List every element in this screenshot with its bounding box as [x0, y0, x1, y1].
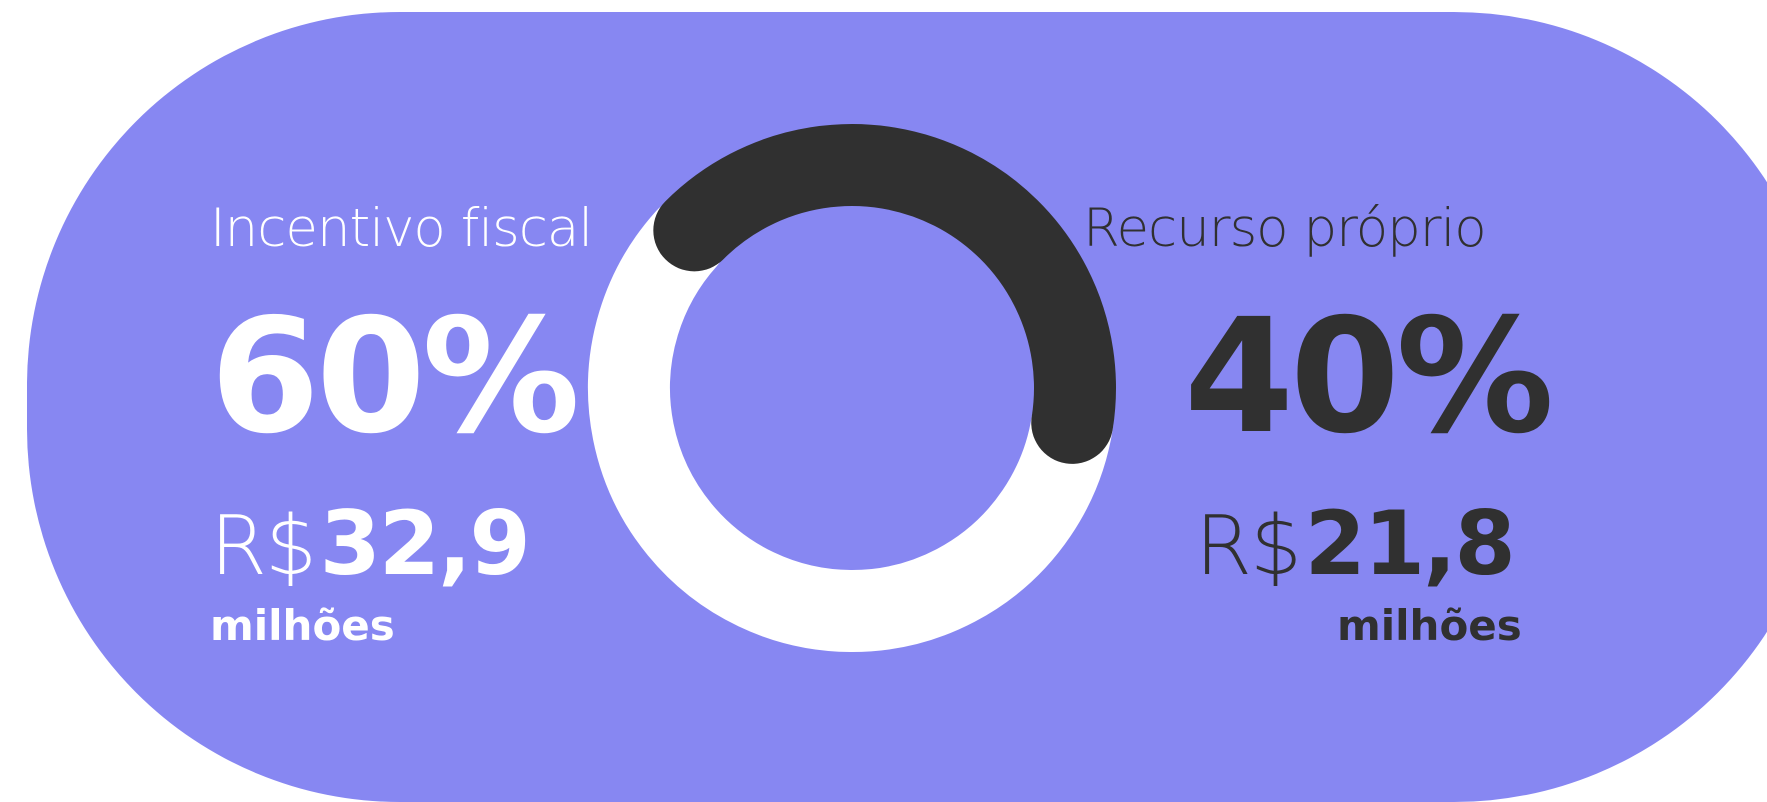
percent-incentivo-fiscal: 60% [210, 285, 580, 469]
currency-symbol: R$ [210, 499, 317, 594]
label-recurso-proprio: Recurso próprio [1083, 198, 1487, 259]
unit-recurso-proprio: milhões [1337, 601, 1522, 650]
currency-symbol: R$ [1195, 499, 1302, 594]
donut-slice-incentivo-fiscal [588, 197, 1114, 652]
unit-incentivo-fiscal: milhões [210, 601, 395, 650]
amount-incentivo-fiscal: R$ 32,9 [210, 500, 531, 588]
donut-slice-recurso-proprio [653, 124, 1116, 464]
amount-value: 21,8 [1304, 492, 1516, 595]
amount-recurso-proprio: R$ 21,8 [1195, 500, 1516, 588]
label-incentivo-fiscal: Incentivo fiscal [210, 198, 593, 259]
donut-chart [588, 124, 1116, 652]
amount-value: 32,9 [319, 492, 531, 595]
percent-recurso-proprio: 40% [1184, 285, 1554, 469]
